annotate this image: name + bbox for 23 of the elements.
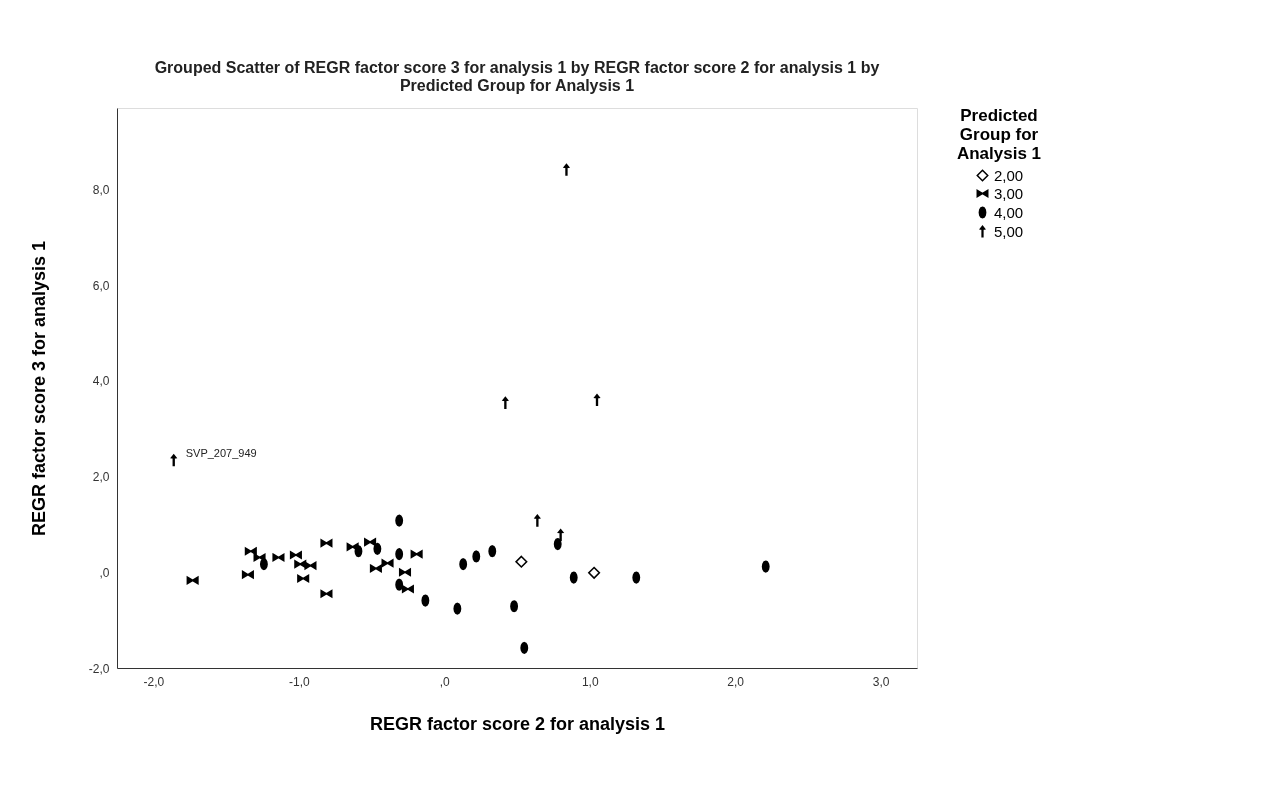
x-tick-label: ,0 <box>439 674 451 689</box>
legend-title: Predicted Group for Analysis 1 <box>956 106 1042 163</box>
y-tick-label: -2,0 <box>88 661 110 676</box>
annotation: SVP_207_949 <box>185 447 257 460</box>
point <box>588 566 601 579</box>
x-tick-label: 3,0 <box>872 674 890 689</box>
x-tick-label: 2,0 <box>727 674 745 689</box>
y-tick-label: ,0 <box>99 565 110 580</box>
x-tick-label: -1,0 <box>288 674 310 689</box>
legend-label: 2,00 <box>994 166 1024 184</box>
y-tick-label: 8,0 <box>92 182 110 197</box>
point <box>515 555 528 568</box>
x-axis-title: REGR factor score 2 for analysis 1 <box>369 713 666 734</box>
legend-label: 4,00 <box>994 203 1024 221</box>
legend-label: 5,00 <box>994 222 1024 240</box>
y-tick-label: 2,0 <box>92 470 110 485</box>
y-tick-label: 6,0 <box>92 278 110 293</box>
x-tick-label: -2,0 <box>143 674 165 689</box>
y-axis-title: REGR factor score 3 for analysis 1 <box>28 240 49 537</box>
y-tick-label: 4,0 <box>92 374 110 389</box>
chart-title: Grouped Scatter of REGR factor score 3 for analysis 1 by REGR factor score 2 for analysis 1 by Predicted Group for Analysis 1 <box>154 59 880 94</box>
legend-label: 3,00 <box>994 184 1024 202</box>
x-tick-label: 1,0 <box>581 674 599 689</box>
